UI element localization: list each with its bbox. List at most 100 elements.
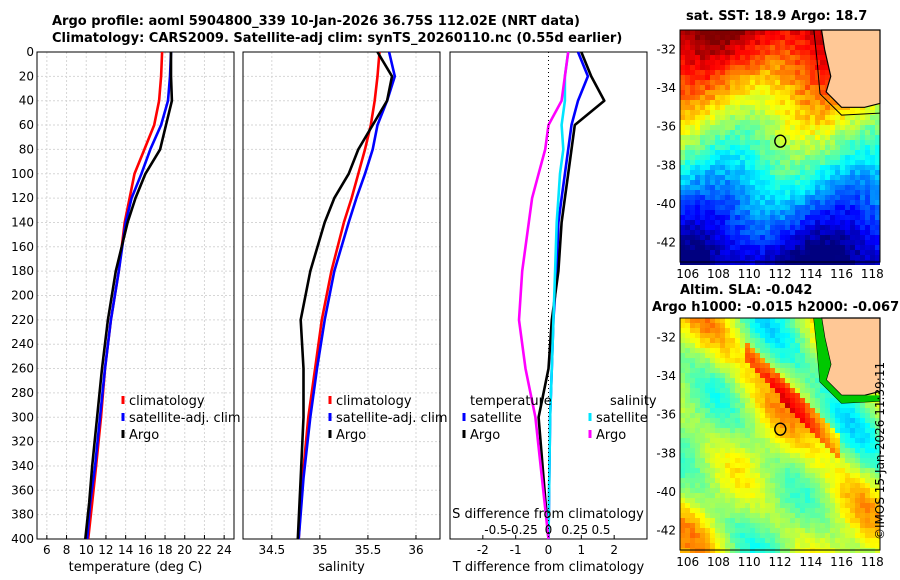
sst-cell <box>755 240 760 245</box>
sla-cell <box>685 318 690 323</box>
sst-cell <box>695 210 700 215</box>
sst-cell <box>695 205 700 210</box>
sla-cell <box>765 468 770 473</box>
sla-cell <box>780 463 785 468</box>
sla-cell <box>715 393 720 398</box>
sst-cell <box>700 120 705 125</box>
sla-cell <box>700 533 705 538</box>
sla-cell <box>785 528 790 533</box>
sla-cell <box>690 403 695 408</box>
sst-cell <box>865 240 870 245</box>
sst-cell <box>830 140 835 145</box>
sst-cell <box>860 140 865 145</box>
sla-cell <box>750 433 755 438</box>
sla-cell <box>755 408 760 413</box>
sst-cell <box>815 195 820 200</box>
sst-cell <box>700 105 705 110</box>
sla-cell <box>785 523 790 528</box>
sst-cell <box>805 220 810 225</box>
sla-cell <box>845 493 850 498</box>
sla-cell <box>870 418 875 423</box>
sla-cell <box>720 378 725 383</box>
sst-cell <box>770 180 775 185</box>
sla-cell <box>800 493 805 498</box>
sla-cell <box>680 393 685 398</box>
sla-cell <box>800 483 805 488</box>
sst-cell <box>805 90 810 95</box>
sla-cell <box>705 528 710 533</box>
sst-cell <box>735 55 740 60</box>
sst-cell <box>725 85 730 90</box>
sst-cell <box>720 145 725 150</box>
sst-cell <box>700 155 705 160</box>
sla-cell <box>750 508 755 513</box>
sla-cell <box>830 493 835 498</box>
sla-cell <box>755 418 760 423</box>
sla-cell <box>730 353 735 358</box>
legend-temperature-title: temperature <box>470 394 552 409</box>
sst-cell <box>795 165 800 170</box>
sla-cell <box>725 473 730 478</box>
sst-cell <box>750 190 755 195</box>
sst-cell <box>830 165 835 170</box>
sla-cell <box>860 533 865 538</box>
sla-cell <box>850 538 855 543</box>
sst-cell <box>810 30 815 35</box>
sst-cell <box>705 170 710 175</box>
sst-cell <box>780 235 785 240</box>
sst-cell <box>705 240 710 245</box>
sla-cell <box>765 488 770 493</box>
sst-cell <box>755 120 760 125</box>
sst-cell <box>795 230 800 235</box>
sla-cell <box>800 503 805 508</box>
sla-cell <box>870 443 875 448</box>
sla-cell <box>855 438 860 443</box>
sla-cell <box>680 328 685 333</box>
sst-cell <box>700 215 705 220</box>
sla-cell <box>695 338 700 343</box>
sla-cell <box>750 483 755 488</box>
sst-cell <box>850 185 855 190</box>
sst-cell <box>735 35 740 40</box>
sst-cell <box>705 175 710 180</box>
sla-cell <box>780 478 785 483</box>
sla-cell <box>765 433 770 438</box>
sla-cell <box>710 538 715 543</box>
sla-cell <box>825 473 830 478</box>
sst-cell <box>760 220 765 225</box>
sla-cell <box>760 373 765 378</box>
sst-cell <box>785 160 790 165</box>
sla-cell <box>715 543 720 548</box>
sla-cell <box>715 513 720 518</box>
sla-cell <box>780 323 785 328</box>
sla-cell <box>825 403 830 408</box>
sla-cell <box>865 518 870 523</box>
sla-cell <box>695 463 700 468</box>
sla-cell <box>870 468 875 473</box>
sst-cell <box>865 190 870 195</box>
sla-cell <box>680 453 685 458</box>
sst-cell <box>805 110 810 115</box>
sst-cell <box>730 235 735 240</box>
sla-cell <box>735 358 740 363</box>
sst-cell <box>685 235 690 240</box>
sst-cell <box>825 140 830 145</box>
sla-cell <box>790 353 795 358</box>
sla-cell <box>765 428 770 433</box>
sst-cell <box>870 235 875 240</box>
sst-cell <box>830 160 835 165</box>
sla-cell <box>720 403 725 408</box>
sla-cell <box>865 483 870 488</box>
sla-cell <box>830 518 835 523</box>
sst-cell <box>705 95 710 100</box>
sst-cell <box>695 240 700 245</box>
sst-cell <box>790 150 795 155</box>
sla-cell <box>795 498 800 503</box>
sst-cell <box>700 85 705 90</box>
sst-cell <box>815 100 820 105</box>
sla-cell <box>820 418 825 423</box>
sst-cell <box>705 235 710 240</box>
sla-cell <box>830 473 835 478</box>
sla-cell <box>780 458 785 463</box>
sla-cell <box>805 513 810 518</box>
